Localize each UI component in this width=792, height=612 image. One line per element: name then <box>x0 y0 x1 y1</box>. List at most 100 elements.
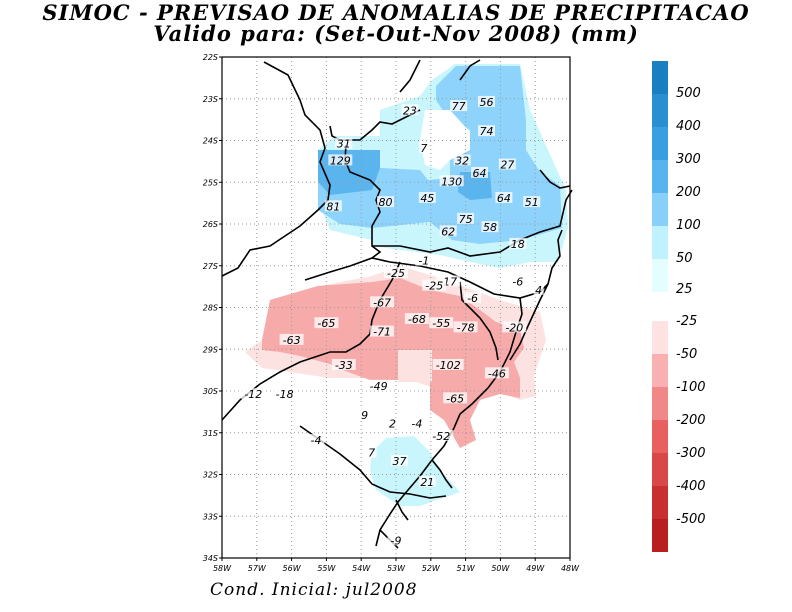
colorbar-swatch-positive <box>652 61 668 94</box>
anomaly-label: 32 <box>455 154 469 167</box>
anomaly-label-bg <box>401 104 419 116</box>
anomaly-label-bg <box>432 358 464 370</box>
colorbar-label: -50 <box>676 347 697 362</box>
lat-tick-label: 28S <box>203 304 218 313</box>
anomaly-label: 64 <box>473 167 487 180</box>
anomaly-label-bg <box>509 237 527 249</box>
anomaly-label-bg <box>436 275 461 287</box>
colorbar-swatch-negative <box>652 420 668 453</box>
anomaly-label-bg <box>439 225 457 237</box>
anomaly-label: -25 <box>425 280 443 293</box>
anomaly-label: -63 <box>283 334 301 347</box>
anomaly-label-bg <box>377 196 395 208</box>
anomaly-label-bg <box>481 221 499 233</box>
anomaly-label-bg <box>408 417 426 429</box>
anomaly-label: 129 <box>330 154 351 167</box>
anomaly-label-bg <box>314 317 339 329</box>
anomaly-label: 58 <box>483 221 497 234</box>
lon-tick-label: 48W <box>561 564 580 573</box>
lon-tick-label: 56W <box>283 564 302 573</box>
anomaly-label-bg <box>495 191 513 203</box>
anomaly-label-bg <box>384 267 408 279</box>
anomaly-label: -67 <box>373 296 391 309</box>
anomaly-label-bg <box>429 317 454 329</box>
anomaly-label-bg <box>453 321 478 333</box>
lon-tick-label: 53W <box>387 564 406 573</box>
anomaly-label: 74 <box>479 125 493 138</box>
colorbar-swatch-positive <box>652 127 668 160</box>
anomaly-label: -33 <box>335 359 353 372</box>
lon-tick-label: 58W <box>213 564 232 573</box>
lat-tick-label: 29S <box>203 345 218 354</box>
anomaly-label-bg <box>387 417 398 429</box>
anomaly-label-bg <box>390 454 408 466</box>
initial-condition-label: Cond. Inicial: jul2008 <box>210 580 418 600</box>
anomaly-label-bg <box>439 175 464 187</box>
anomaly-label: -78 <box>457 321 475 334</box>
colorbar-swatch-positive <box>652 259 668 292</box>
anomaly-label: -6 <box>467 292 478 305</box>
lat-tick-label: 22S <box>203 53 218 62</box>
anomaly-label: 75 <box>459 213 473 226</box>
colorbar-swatch-positive <box>652 94 668 127</box>
anomaly-label: -9 <box>391 534 402 547</box>
anomaly-label-bg <box>279 333 304 345</box>
anomaly-label: -65 <box>446 392 464 405</box>
lat-tick-label: 24S <box>203 137 218 146</box>
longitude-tick-labels: 58W 57W 56W 55W 54W 53W 52W 51W 50W 49W 48W <box>213 558 580 573</box>
anomaly-label-bg <box>477 125 495 137</box>
anomaly-label-bg <box>523 196 541 208</box>
colorbar-label: 500 <box>676 86 701 101</box>
anomaly-label-bg <box>471 166 489 178</box>
lon-tick-label: 49W <box>526 564 545 573</box>
anomaly-label-bg <box>272 388 297 400</box>
colorbar-label: -25 <box>676 314 697 329</box>
colorbar-label: 200 <box>676 185 701 200</box>
anomaly-label-bg <box>370 296 395 308</box>
lon-tick-label: 55W <box>317 564 336 573</box>
anomaly-label-bg <box>533 283 544 295</box>
positive-anomaly-south-zone <box>370 436 460 506</box>
lon-tick-label: 50W <box>491 564 510 573</box>
colorbar-label: 300 <box>676 152 701 167</box>
anomaly-label: 31 <box>337 138 351 151</box>
political-borders <box>221 59 573 549</box>
colorbar-swatch-positive <box>652 160 668 193</box>
anomaly-label-bg <box>328 154 353 166</box>
anomaly-label: -49 <box>370 380 388 393</box>
anomaly-label: -68 <box>408 313 426 326</box>
anomaly-label: 64 <box>497 192 511 205</box>
lon-tick-label: 54W <box>352 564 371 573</box>
colorbar-label: 100 <box>676 218 701 233</box>
anomaly-label-bg <box>418 141 429 153</box>
anomaly-label: -65 <box>317 317 335 330</box>
anomaly-label-bg <box>331 358 356 370</box>
colorbar-swatch-positive <box>652 226 668 259</box>
anomaly-label-bg <box>502 321 527 333</box>
colorbar-label: -100 <box>676 380 706 395</box>
anomaly-label-bg <box>477 95 495 107</box>
lat-tick-label: 27S <box>203 262 218 271</box>
anomaly-label-bg <box>457 212 475 224</box>
anomaly-label: 27 <box>500 159 514 172</box>
colorbar-label: 25 <box>676 282 693 297</box>
anomaly-label: 7 <box>420 142 427 155</box>
anomaly-label-bg <box>450 100 468 112</box>
anomaly-label: -46 <box>488 367 506 380</box>
lat-tick-label: 23S <box>203 95 218 104</box>
colorbar-swatch-negative <box>652 387 668 420</box>
colorbar-swatch-negative <box>652 453 668 486</box>
anomaly-label-bg <box>387 534 405 546</box>
lat-tick-label: 26S <box>203 220 218 229</box>
colorbar-label: -300 <box>676 446 706 461</box>
anomaly-label: 9 <box>361 409 368 422</box>
lon-tick-label: 57W <box>248 564 267 573</box>
lon-tick-label: 51W <box>457 564 476 573</box>
anomaly-label: 4 <box>535 284 542 297</box>
anomaly-label-bg <box>241 388 266 400</box>
lat-tick-label: 32S <box>203 471 218 480</box>
anomaly-label: 62 <box>441 225 455 238</box>
anomaly-label: 51 <box>525 196 539 209</box>
neutral-zone-2 <box>398 350 432 382</box>
